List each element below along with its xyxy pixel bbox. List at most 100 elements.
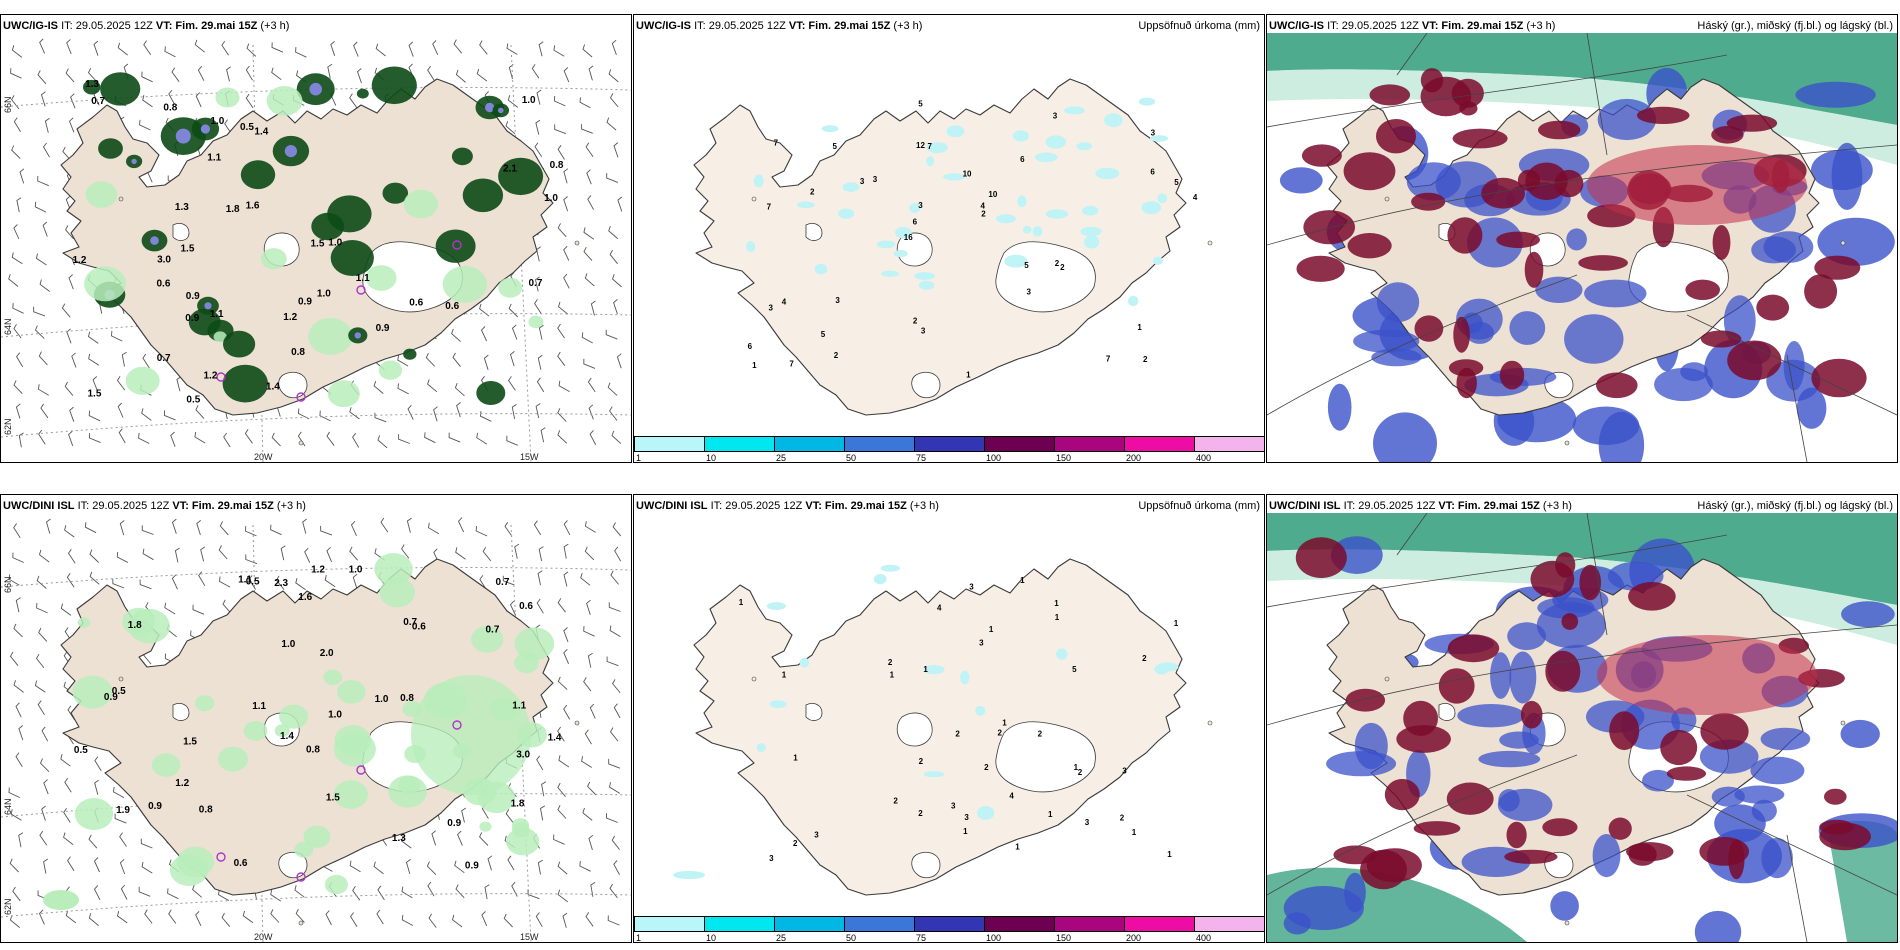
wind-value-label: 0.7 [486,625,500,636]
precip-value-label: 2 [893,796,898,805]
wind-value-label: 0.9 [376,323,390,334]
precip-value-label: 2 [793,839,798,848]
precip-value-label: 1 [963,827,968,836]
precip-value-label: 3 [769,854,774,863]
wind-value-label: 0.5 [240,122,254,133]
colorbar-swatch [1054,436,1125,452]
precip-value-label: 3 [969,582,974,591]
precip-value-label: 1 [989,625,994,634]
colorbar-tick-label: 75 [916,933,927,943]
wind-value-label: 0.7 [157,353,171,364]
panel-dini-cloud: UWC/DINI ISL IT: 29.05.2025 12Z VT: Fim.… [1266,494,1898,943]
colorbar-swatch [1124,916,1195,932]
precip-value-label: 2 [888,658,893,667]
precip-value-label: 16 [904,233,913,242]
wind-value-label: 1.2 [283,312,297,323]
precip-value-label: 3 [1085,818,1090,827]
colorbar-swatch [704,436,775,452]
colorbar-swatch [844,916,915,932]
wind-value-label: 0.6 [412,622,426,633]
precip-value-label: 7 [767,202,772,211]
precip-value-label: 1 [1167,850,1172,859]
precip-value-label: 4 [981,201,986,210]
wind-value-label: 1.9 [116,805,130,816]
wind-value-label: 1.5 [183,737,197,748]
wind-value-label: 1.5 [88,388,102,399]
colorbar-tick-label: 1 [636,933,642,943]
precip-value-label: 1 [782,671,787,680]
precip-value-label: 3 [873,175,878,184]
colorbar-swatch [634,916,705,932]
precip-value-label: 2 [1143,355,1148,364]
colorbar-tick-label: 100 [986,933,1002,943]
colorbar-swatch [774,436,845,452]
wind-value-label: 1.0 [328,237,342,248]
precip-value-label: 3 [921,327,926,336]
panel-header: UWC/IG-IS IT: 29.05.2025 12Z VT: Fim. 29… [3,20,290,32]
wind-value-label: 0.8 [550,160,564,171]
precip-value-label: 7 [789,359,794,368]
wind-value-label: 0.5 [186,394,200,405]
colorbar-tick-label: 50 [846,453,857,463]
wind-value-label: 1.4 [548,732,562,743]
wind-map: 0.7 1.3 1.2 1.0 0.8 0.9 1.4 1.1 1.5 0.6 0.9 1.0 0.5 0… [1,38,631,462]
wind-value-label: 1.3 [85,79,99,90]
cloud-map [1267,15,1897,462]
colorbar-tick-label: 400 [1196,453,1212,463]
wind-value-label: 1.4 [266,382,280,393]
wind-value-label: 1.0 [281,639,295,650]
precip-value-label: 7 [928,142,933,151]
precip-value-label: 5 [1024,261,1029,270]
precip-value-label: 2 [810,188,815,197]
precip-value-label: 1 [793,754,798,763]
precip-value-label: 1 [1054,599,1059,608]
precip-value-label: 4 [782,298,787,307]
precip-value-label: 2 [981,210,986,219]
precip-value-label: 1 [1074,763,1079,772]
precip-value-label: 3 [814,831,819,840]
colorbar-tick-label: 150 [1056,933,1072,943]
lat-label-64n: 64N [3,798,13,815]
precip-value-label: 3 [1027,287,1032,296]
colorbar-tick-label: 1 [636,453,642,463]
wind-value-label: 1.0 [349,564,363,575]
wind-value-label: 1.6 [298,592,312,603]
colorbar-swatch [914,436,985,452]
colorbar-swatch [1194,916,1264,932]
precip-value-label: 3 [964,813,969,822]
panel-title-right: Háský (gr.), miðský (fj.bl.) og lágský (… [1697,20,1893,32]
precip-value-label: 1 [1055,613,1060,622]
precip-value-label: 2 [1055,259,1060,268]
wind-value-label: 1.2 [73,255,87,266]
wind-value-label: 0.9 [185,313,199,324]
wind-value-label: 1.4 [280,731,294,742]
precip-value-label: 3 [1122,767,1127,776]
precip-value-label: 2 [1038,730,1043,739]
wind-value-label: 1.1 [252,701,266,712]
colorbar-tick-label: 10 [706,933,717,943]
precip-value-label: 3 [1053,112,1058,121]
wind-value-label: 0.9 [298,297,312,308]
colorbar-tick-label: 75 [916,453,927,463]
precip-value-label: 4 [937,604,942,613]
precip-value-label: 5 [1072,665,1077,674]
precip-value-label: 10 [963,169,972,178]
wind-value-label: 0.7 [91,96,105,107]
precip-value-label: 1 [1137,323,1142,332]
precip-value-label: 3 [1151,128,1156,137]
wind-value-label: 1.0 [317,289,331,300]
precip-value-label: 1 [1132,828,1137,837]
precip-value-label: 5 [821,330,826,339]
wind-value-label: 1.5 [181,244,195,255]
colorbar-tick-label: 25 [776,933,787,943]
wind-value-label: 1.1 [210,309,224,320]
lat-label-66n: 66N [3,576,13,593]
wind-value-label: 1.0 [522,95,536,106]
precip-value-label: 2 [919,757,924,766]
wind-value-label: 1.0 [375,694,389,705]
colorbar-tick-label: 10 [706,453,717,463]
panel-ig-precip: UWC/IG-IS IT: 29.05.2025 12Z VT: Fim. 29… [633,14,1265,463]
precip-value-label: 2 [1120,813,1125,822]
wind-value-label: 1.2 [311,565,325,576]
colorbar-swatch [914,916,985,932]
